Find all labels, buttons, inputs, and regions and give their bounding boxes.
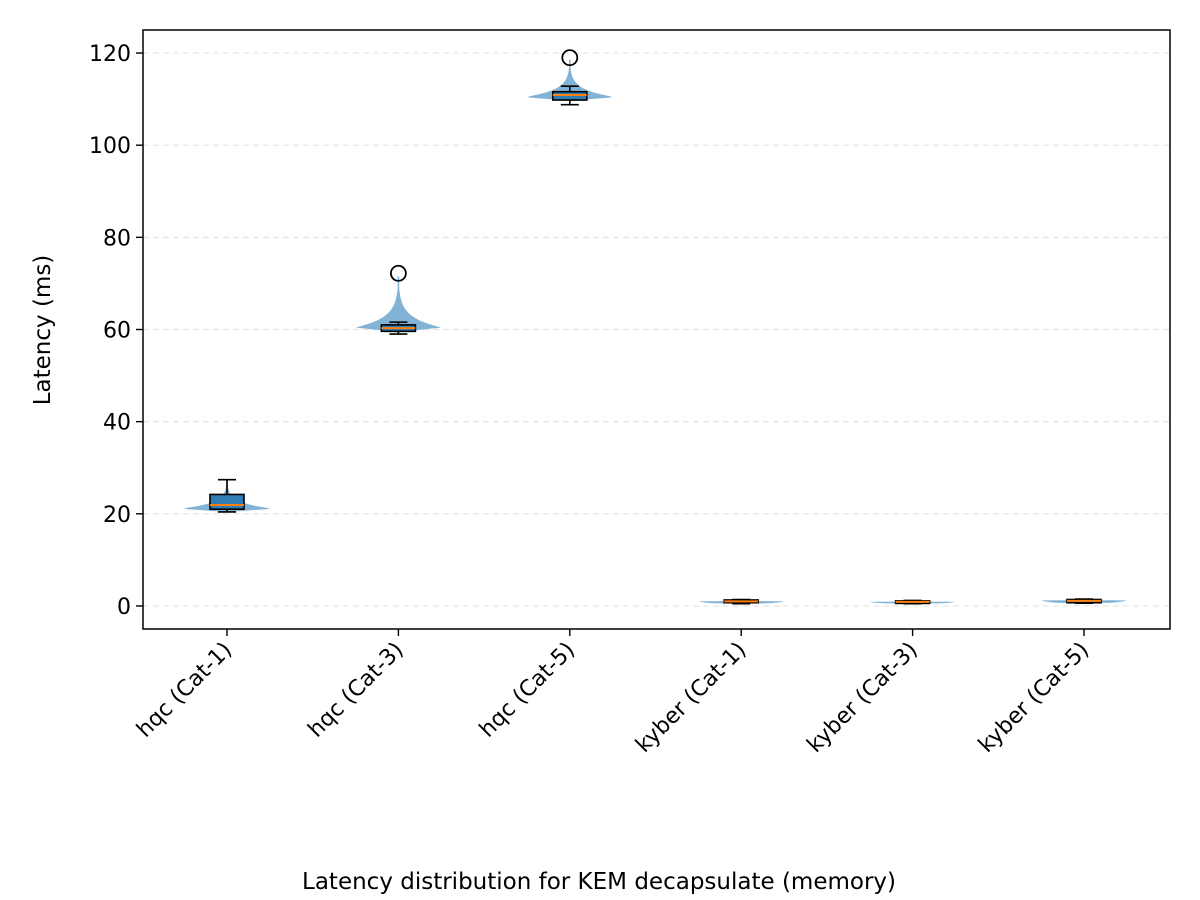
- y-axis-ticks: 0 20 40 60 80 100 120: [89, 42, 143, 620]
- y-axis-label: Latency (ms): [30, 255, 56, 406]
- x-axis-label: Latency distribution for KEM decapsulate…: [302, 869, 896, 895]
- outlier-point: [389, 264, 407, 282]
- boxplots: [209, 49, 1102, 605]
- outlier-point: [561, 49, 579, 67]
- violin-shape: [527, 60, 612, 101]
- y-tick-label: 20: [103, 503, 131, 528]
- y-tick-label: 80: [103, 226, 131, 251]
- y-tick-label: 120: [89, 42, 131, 67]
- grid-lines: [143, 52, 1170, 607]
- y-tick-label: 60: [103, 319, 131, 344]
- box-iqr: [209, 493, 245, 510]
- y-tick-label: 0: [117, 595, 131, 620]
- y-tick-label: 40: [103, 411, 131, 436]
- y-tick-label: 100: [89, 134, 131, 159]
- violin-shape: [355, 276, 442, 333]
